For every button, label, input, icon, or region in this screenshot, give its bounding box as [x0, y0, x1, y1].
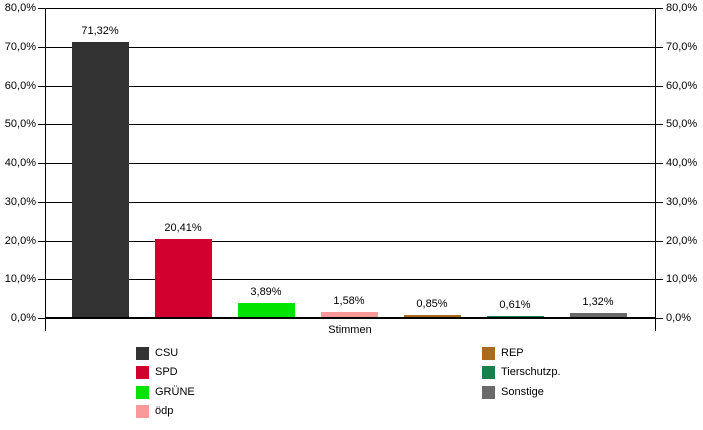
- y-axis-label-right: 50,0%: [666, 118, 698, 130]
- y-axis-right-tick: [656, 163, 663, 164]
- gridline: [46, 86, 655, 87]
- y-axis-right-tick: [656, 86, 663, 87]
- y-axis-right-tick: [656, 8, 663, 9]
- bar-sonstige: [570, 313, 627, 318]
- y-axis-label-right: 70,0%: [666, 41, 698, 53]
- y-axis-right-tick: [656, 241, 663, 242]
- y-axis-left-tick: [38, 241, 45, 242]
- legend-label: REP: [501, 347, 524, 359]
- y-axis-left-tick: [38, 47, 45, 48]
- y-axis-right-tick: [656, 318, 663, 319]
- y-axis-right-tick: [656, 47, 663, 48]
- y-axis-label-right: 10,0%: [666, 273, 698, 285]
- gridline: [46, 202, 655, 203]
- gridline: [46, 279, 655, 280]
- y-axis-label-left: 30,0%: [4, 196, 36, 208]
- y-axis-label-right: 80,0%: [666, 2, 698, 14]
- y-axis-label-right: 40,0%: [666, 157, 698, 169]
- y-axis-left-tick: [38, 163, 45, 164]
- legend-swatch-sonstige: [482, 386, 495, 399]
- legend-label: SPD: [155, 366, 178, 378]
- y-axis-label-right: 0,0%: [666, 312, 692, 324]
- legend-label: GRÜNE: [155, 386, 195, 398]
- bar-value-label: 0,61%: [499, 299, 531, 311]
- x-axis-title: Stimmen: [328, 324, 372, 336]
- bar-value-label: 20,41%: [164, 222, 202, 234]
- bar-value-label: 1,58%: [333, 295, 365, 307]
- y-axis-label-left: 60,0%: [4, 80, 36, 92]
- y-axis-right-line: [655, 8, 656, 331]
- y-axis-left-line: [45, 8, 46, 331]
- legend-swatch-tierschutzp: [482, 366, 495, 379]
- y-axis-label-right: 20,0%: [666, 235, 698, 247]
- gridline: [46, 124, 655, 125]
- bar-csu: [72, 42, 129, 318]
- y-axis-label-left: 50,0%: [4, 118, 36, 130]
- y-axis-left-tick: [38, 318, 45, 319]
- bar-rep: [404, 315, 461, 318]
- y-axis-right-tick: [656, 279, 663, 280]
- bar-value-label: 1,32%: [582, 296, 614, 308]
- y-axis-left-tick: [38, 86, 45, 87]
- y-axis-label-right: 60,0%: [666, 80, 698, 92]
- y-axis-label-left: 80,0%: [4, 2, 36, 14]
- y-axis-label-right: 30,0%: [666, 196, 698, 208]
- legend-swatch-spd: [136, 366, 149, 379]
- legend-swatch-dp: [136, 405, 149, 418]
- y-axis-left-tick: [38, 279, 45, 280]
- y-axis-label-left: 20,0%: [4, 235, 36, 247]
- bar-dp: [321, 312, 378, 318]
- y-axis-right-tick: [656, 124, 663, 125]
- y-axis-right-tick: [656, 202, 663, 203]
- y-axis-label-left: 70,0%: [4, 41, 36, 53]
- y-axis-label-left: 40,0%: [4, 157, 36, 169]
- y-axis-left-tick: [38, 202, 45, 203]
- bar-value-label: 71,32%: [81, 25, 119, 37]
- bar-grne: [238, 303, 295, 318]
- legend-swatch-rep: [482, 347, 495, 360]
- x-axis-line: [45, 317, 656, 319]
- y-axis-label-left: 10,0%: [4, 273, 36, 285]
- y-axis-label-left: 0,0%: [10, 312, 36, 324]
- bar-value-label: 3,89%: [250, 286, 282, 298]
- legend-swatch-csu: [136, 347, 149, 360]
- legend-label: Sonstige: [501, 386, 544, 398]
- y-axis-left-tick: [38, 8, 45, 9]
- gridline: [46, 241, 655, 242]
- gridline: [46, 163, 655, 164]
- legend-label: ödp: [155, 405, 174, 417]
- legend-label: Tierschutzp.: [501, 366, 561, 378]
- bar-value-label: 0,85%: [416, 298, 448, 310]
- y-axis-left-tick: [38, 124, 45, 125]
- legend-label: CSU: [155, 347, 179, 359]
- bar-spd: [155, 239, 212, 318]
- legend-swatch-grne: [136, 386, 149, 399]
- gridline: [46, 8, 655, 9]
- gridline: [46, 47, 655, 48]
